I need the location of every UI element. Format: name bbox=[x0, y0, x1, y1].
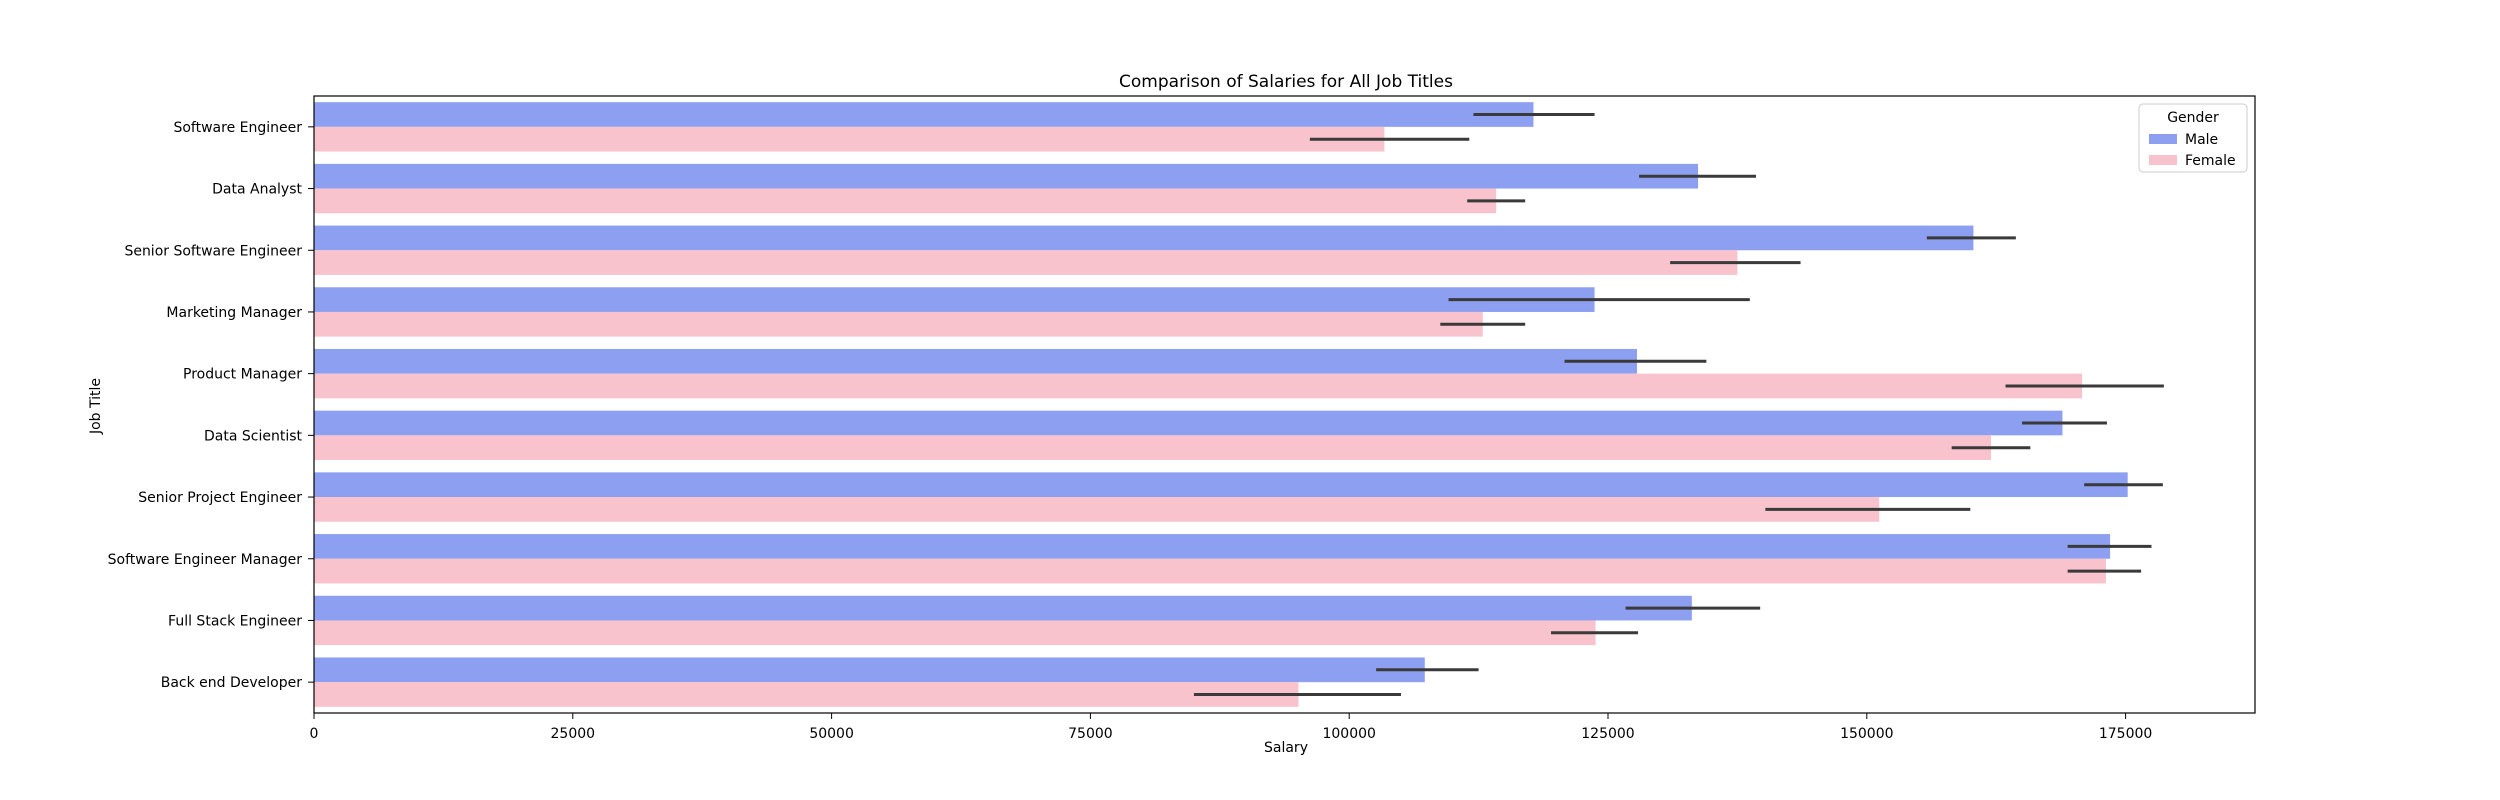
legend-swatch-female bbox=[2149, 155, 2177, 165]
y-tick-label: Software Engineer bbox=[173, 120, 302, 136]
legend: Gender Male Female bbox=[2138, 103, 2248, 173]
x-tick-label: 150000 bbox=[1840, 726, 1893, 742]
legend-label-male: Male bbox=[2185, 132, 2218, 148]
bar-female bbox=[314, 126, 1385, 152]
bar-female bbox=[314, 497, 1880, 522]
bar-male bbox=[314, 225, 1974, 251]
bar-female bbox=[314, 435, 1992, 461]
legend-swatch-male bbox=[2149, 134, 2177, 144]
y-tick-label: Marketing Manager bbox=[166, 305, 302, 321]
bar-male bbox=[314, 657, 1425, 683]
y-tick-label: Product Manager bbox=[183, 367, 302, 383]
bar-female bbox=[314, 620, 1596, 646]
bar-female bbox=[314, 682, 1299, 707]
bar-male bbox=[314, 163, 1699, 189]
x-tick-label: 125000 bbox=[1581, 726, 1634, 742]
bar-male bbox=[314, 410, 2063, 436]
x-tick-label: 50000 bbox=[809, 726, 854, 742]
bar-male bbox=[314, 102, 1534, 127]
y-tick-label: Senior Software Engineer bbox=[124, 243, 302, 259]
x-tick-label: 175000 bbox=[2099, 726, 2152, 742]
y-tick-label: Data Analyst bbox=[212, 182, 302, 198]
bar-female bbox=[314, 558, 2106, 584]
bar-female bbox=[314, 373, 2083, 399]
bar-male bbox=[314, 595, 1692, 621]
bar-female bbox=[314, 311, 1483, 337]
bar-male bbox=[314, 534, 2111, 559]
legend-title: Gender bbox=[2167, 110, 2219, 126]
x-axis-label: Salary bbox=[1264, 740, 1308, 756]
x-tick-label: 75000 bbox=[1068, 726, 1113, 742]
y-tick-label: Full Stack Engineer bbox=[168, 613, 302, 629]
y-tick-label: Senior Project Engineer bbox=[138, 490, 302, 506]
y-axis-label: Job Title bbox=[88, 378, 104, 435]
y-tick-label: Software Engineer Manager bbox=[108, 552, 303, 568]
x-tick-label: 100000 bbox=[1322, 726, 1375, 742]
bar-male bbox=[314, 348, 1637, 374]
y-tick-label: Data Scientist bbox=[204, 428, 303, 444]
bar-male bbox=[314, 472, 2128, 498]
legend-label-female: Female bbox=[2185, 153, 2236, 169]
plot-frame bbox=[313, 95, 2256, 714]
bar-female bbox=[314, 188, 1497, 214]
x-axis: 0 25000 50000 75000 100000 125000 150000 175000 bbox=[310, 713, 2152, 742]
bar-female bbox=[314, 250, 1738, 275]
y-tick-label: Back end Developer bbox=[161, 675, 303, 691]
chart-title: Comparison of Salaries for All Job Title… bbox=[1119, 72, 1453, 92]
x-tick-label: 25000 bbox=[551, 726, 596, 742]
bars-layer bbox=[314, 102, 2128, 707]
error-bars-layer bbox=[1193, 113, 2164, 696]
x-tick-label: 0 bbox=[310, 726, 319, 742]
bar-male bbox=[314, 287, 1595, 312]
y-axis: Software Engineer Data Analyst Senior Soft… bbox=[108, 120, 314, 691]
